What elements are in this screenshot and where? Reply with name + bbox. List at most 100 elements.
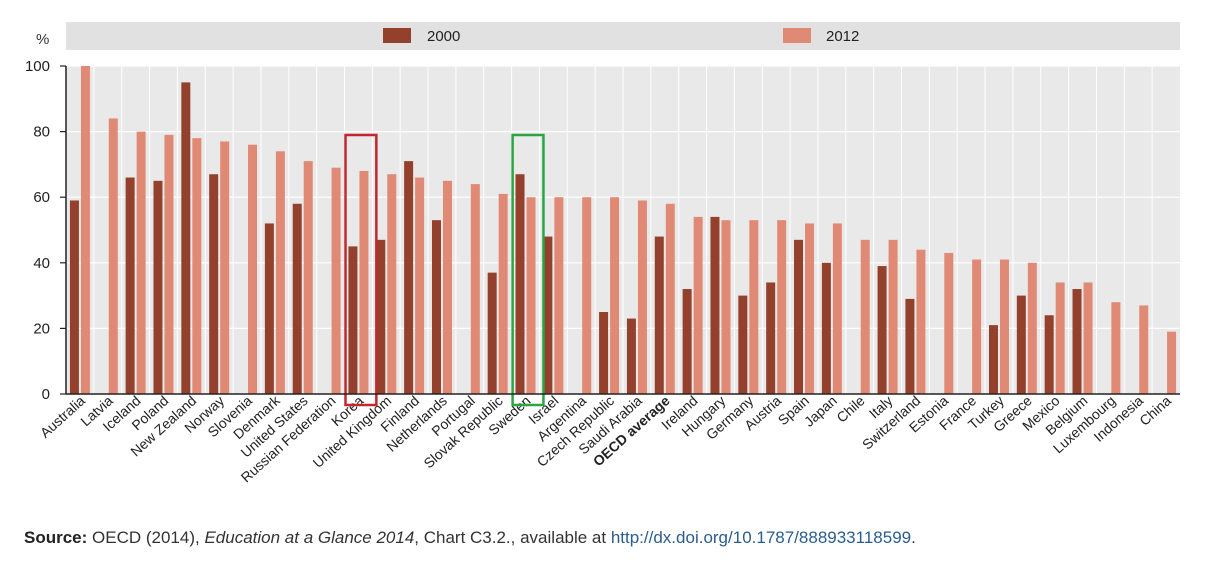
bar-2000-united-states <box>292 203 302 394</box>
legend-label-2000: 2000 <box>427 28 460 45</box>
bar-2000-spain <box>794 239 804 394</box>
bar-2000-greece <box>1016 295 1026 394</box>
bar-2012-united-kingdom <box>387 174 397 394</box>
bar-2012-russian-federation <box>331 167 341 394</box>
bar-2000-saudi-arabia <box>626 318 636 394</box>
bar-2000-czech-republic <box>599 312 609 394</box>
bar-2000-austria <box>766 282 776 394</box>
bar-2012-austria <box>777 220 787 394</box>
bar-2000-poland <box>153 180 163 394</box>
bar-2012-israel <box>554 197 564 394</box>
bar-2000-norway <box>209 174 219 394</box>
bar-2012-chile <box>860 239 870 394</box>
bar-2012-france <box>972 259 982 394</box>
bar-2012-ireland <box>693 216 703 394</box>
gridlines <box>66 65 1180 394</box>
bar-2012-korea <box>359 170 369 394</box>
highlight-boxes <box>344 133 545 407</box>
bar-2000-germany <box>738 295 748 394</box>
bar-2012-latvia <box>108 118 118 394</box>
bar-2012-portugal <box>470 184 480 394</box>
bar-2012-united-states <box>303 161 313 394</box>
bar-2000-netherlands <box>431 220 441 394</box>
bar-2012-estonia <box>944 252 954 394</box>
y-tick-label: 40 <box>33 255 50 272</box>
y-tick-label: 100 <box>25 58 50 75</box>
x-tick-label-china: China <box>1136 392 1174 429</box>
bar-chart: % 2000 2012 0 20 40 60 80 100 AustraliaLatvia… <box>25 22 1180 486</box>
source-link[interactable]: http://dx.doi.org/10.1787/888933118599 <box>610 528 912 547</box>
y-tick-label: 20 <box>33 320 50 337</box>
bar-2012-saudi-arabia <box>637 200 647 394</box>
bar-2000-mexico <box>1044 315 1054 394</box>
y-tick-label: 80 <box>33 124 50 141</box>
bar-2000-denmark <box>264 223 274 394</box>
bar-2000-turkey <box>988 325 998 394</box>
bar-2000-new-zealand <box>181 82 191 395</box>
legend-swatch-2012 <box>783 28 811 43</box>
bar-2012-switzerland <box>916 249 926 394</box>
bar-2012-spain <box>805 223 815 394</box>
bar-2012-czech-republic <box>610 197 620 394</box>
legend-band <box>66 22 1180 50</box>
bar-2012-germany <box>749 220 759 394</box>
source-note: Source: OECD (2014), Education at a Glan… <box>24 528 916 548</box>
bar-2012-denmark <box>275 151 285 394</box>
bar-2012-belgium <box>1083 282 1093 394</box>
bar-2012-norway <box>220 141 230 394</box>
y-tick-label: 60 <box>33 189 50 206</box>
bar-2000-iceland <box>125 177 135 394</box>
legend-label-2012: 2012 <box>826 28 859 45</box>
bar-2012-japan <box>832 223 842 394</box>
bar-2012-slovak-republic <box>498 193 508 394</box>
y-axis-unit-label: % <box>36 31 49 48</box>
bar-2000-japan <box>821 262 831 394</box>
bar-2012-oecd-average <box>665 203 675 394</box>
bar-2012-greece <box>1027 262 1037 394</box>
bar-2012-netherlands <box>442 180 452 394</box>
legend-swatch-2000 <box>383 28 411 43</box>
bar-2000-korea <box>348 246 358 394</box>
bar-2012-slovenia <box>248 144 258 394</box>
bar-2012-australia <box>80 66 90 394</box>
bar-2000-united-kingdom <box>376 239 386 394</box>
source-suffix: . <box>911 528 916 547</box>
bar-2012-hungary <box>721 220 731 394</box>
legend: 2000 2012 <box>383 28 859 45</box>
y-axis-ticks: 0 20 40 60 80 100 <box>25 58 66 403</box>
x-tick-label-chile: Chile <box>833 392 868 425</box>
bar-2000-sweden <box>515 174 525 394</box>
bar-2012-mexico <box>1055 282 1065 394</box>
source-prefix: OECD (2014), <box>87 528 205 547</box>
bar-2000-belgium <box>1072 289 1082 394</box>
bar-2012-new-zealand <box>192 138 202 394</box>
source-publication: Education at a Glance 2014 <box>204 528 415 547</box>
bar-2000-hungary <box>710 216 720 394</box>
bar-2012-indonesia <box>1139 305 1149 394</box>
bar-2000-italy <box>877 266 887 394</box>
bar-2012-argentina <box>582 197 592 394</box>
highlight-box-korea <box>344 133 378 407</box>
y-tick-label: 0 <box>42 386 50 403</box>
bar-2000-finland <box>404 161 414 394</box>
bar-2000-slovak-republic <box>487 272 497 394</box>
bar-2012-finland <box>415 177 425 394</box>
bar-2012-poland <box>164 134 174 394</box>
bar-2012-sweden <box>526 197 536 394</box>
bar-2012-luxembourg <box>1111 302 1121 394</box>
bar-2000-switzerland <box>905 298 915 394</box>
highlight-box-sweden <box>511 133 545 407</box>
bars <box>69 66 1177 395</box>
source-label: Source: <box>24 528 88 547</box>
bar-2000-israel <box>543 236 553 394</box>
bar-2012-italy <box>888 239 898 394</box>
bar-2000-australia <box>69 200 79 394</box>
bar-2000-ireland <box>682 289 692 394</box>
source-middle: , Chart C3.2., available at <box>414 528 611 547</box>
x-tick-label-japan: Japan <box>801 392 840 429</box>
bar-2012-china <box>1167 331 1177 394</box>
bar-2000-oecd-average <box>654 236 664 394</box>
bar-2012-iceland <box>136 131 146 394</box>
bar-2012-turkey <box>999 259 1009 394</box>
